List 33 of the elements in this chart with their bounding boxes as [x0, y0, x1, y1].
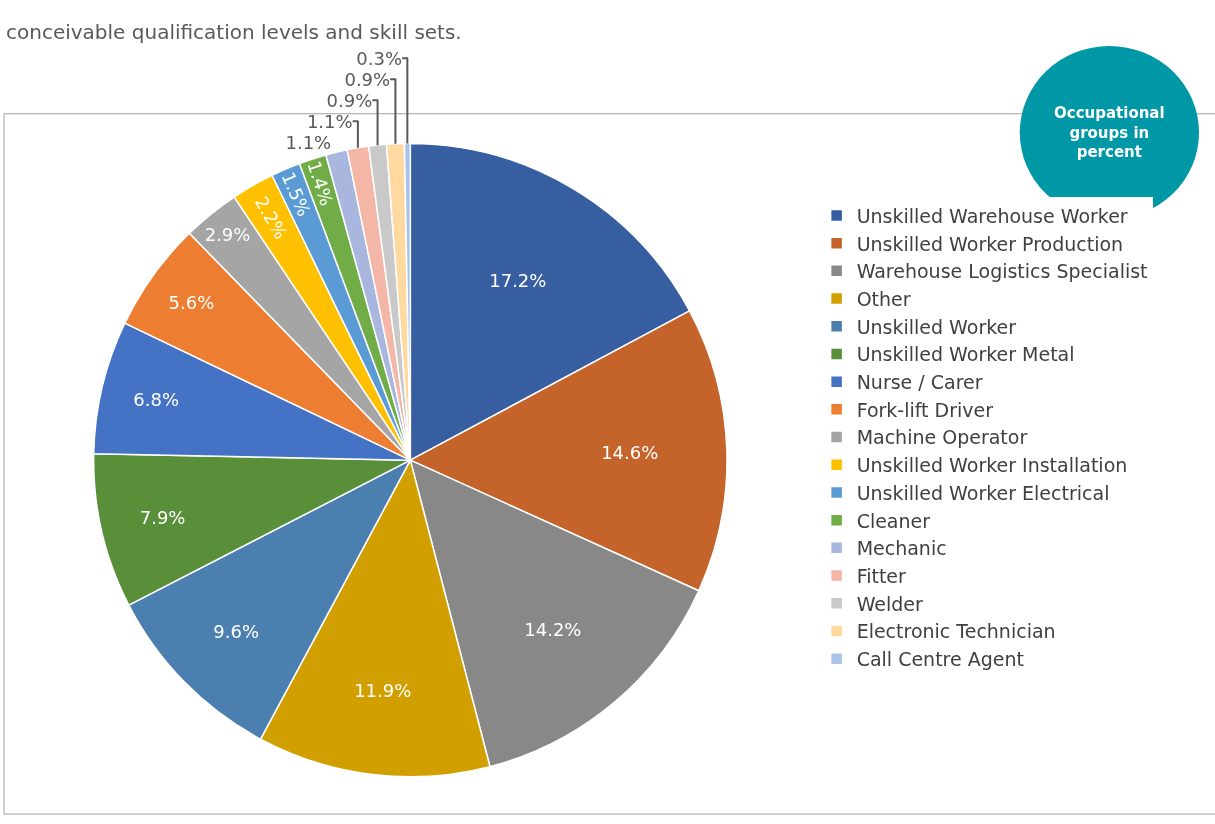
- text: Occupational groups in percent: [1054, 104, 1165, 161]
- data-label: 1.1%: [285, 131, 332, 153]
- legend-label: Cleaner: [856, 509, 931, 532]
- legend-label: Welder: [856, 592, 924, 615]
- data-label: 9.6%: [213, 620, 260, 642]
- legend-label: Unskilled Worker Production: [856, 232, 1124, 255]
- data-label: 14.6%: [601, 442, 659, 464]
- legend-label: Unskilled Worker Installation: [856, 454, 1128, 477]
- data-label: 7.9%: [139, 507, 186, 529]
- legend-label: Fitter: [856, 564, 907, 587]
- data-label: 0.9%: [344, 68, 391, 90]
- legend-label: Warehouse Logistics Specialist: [856, 260, 1148, 283]
- data-label: 0.3%: [356, 47, 403, 69]
- data-label: 0.9%: [326, 89, 373, 111]
- data-label: 6.8%: [133, 389, 179, 411]
- data-label: 14.2%: [524, 618, 582, 640]
- legend-label: Unskilled Worker Electrical: [856, 481, 1110, 504]
- legend-label: Other: [856, 287, 911, 310]
- legend-label: Machine Operator: [856, 426, 1028, 449]
- data-label: 5.6%: [168, 292, 215, 314]
- legend-label: Call Centre Agent: [856, 648, 1024, 671]
- data-label: 1.1%: [306, 110, 353, 132]
- data-label: 2.9%: [204, 224, 251, 246]
- legend-label: Nurse / Carer: [856, 371, 983, 394]
- legend-label: Fork-lift Driver: [856, 398, 994, 421]
- legend-label: Unskilled Worker: [856, 315, 1017, 338]
- data-label: 11.9%: [354, 680, 412, 702]
- legend-label: Unskilled Warehouse Worker: [856, 204, 1128, 227]
- legend-label: Unskilled Worker Metal: [856, 343, 1075, 366]
- legend-label: Mechanic: [856, 537, 947, 560]
- text: conceivable qualification levels and skill sets.: [6, 20, 462, 44]
- legend-label: Electronic Technician: [856, 620, 1056, 643]
- data-label: 17.2%: [489, 270, 547, 292]
